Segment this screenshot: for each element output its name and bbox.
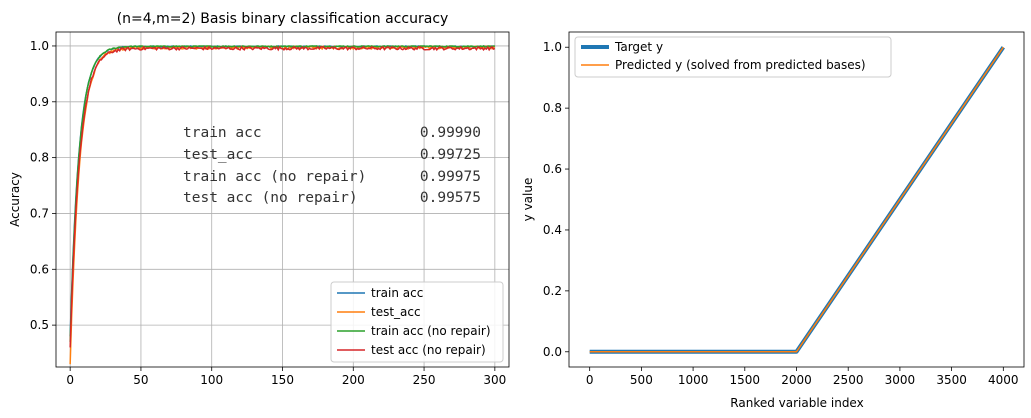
right-series-lines [589,46,1005,354]
left-x-tick-label: 50 [133,373,148,387]
right-legend-box [574,36,892,78]
annotation-label-3: train acc (no repair) [183,169,366,185]
left-legend-box [330,281,504,363]
legend-label-test-acc: test_acc [371,305,421,319]
annotation-value-1: 0.99990 [420,125,481,141]
left-y-tick-label: 1.0 [30,39,49,53]
right-x-tick-label: 3000 [885,373,916,387]
right-x-axis-label: Ranked variable index [730,396,863,410]
accuracy-annotation: train acc 0.99990 test_acc 0.99725 train… [183,125,481,206]
right-legend: Target y Predicted y (solved from predic… [574,36,892,78]
target-y-line [589,46,1005,354]
left-legend: train acc test_acc train acc (no repair)… [330,281,504,363]
legend-label-predicted-y: Predicted y (solved from predicted bases… [615,58,866,72]
right-x-tick-label: 500 [630,373,653,387]
left-x-tick-label: 100 [200,373,223,387]
right-x-tick-label: 1500 [730,373,761,387]
right-y-axis-label: y value [521,178,535,222]
left-x-tick-label: 300 [483,373,506,387]
legend-label-test-acc-no-repair: test acc (no repair) [371,343,486,357]
left-y-tick-label: 0.7 [30,206,49,220]
annotation-label-2: test_acc [183,147,253,163]
left-y-ticks: 0.5 0.6 0.7 0.8 0.9 1.0 [30,39,56,332]
annotation-value-4: 0.99575 [420,190,481,206]
annotation-label-1: train acc [183,125,262,141]
right-y-tick-label: 0.0 [543,345,562,359]
left-y-tick-label: 0.8 [30,151,49,165]
right-y-tick-label: 0.8 [543,101,562,115]
right-x-tick-label: 2000 [781,373,812,387]
left-y-tick-label: 0.6 [30,262,49,276]
right-x-tick-label: 0 [586,373,594,387]
right-x-tick-label: 3500 [936,373,967,387]
left-chart-title: (n=4,m=2) Basis binary classification ac… [117,11,449,27]
left-y-tick-label: 0.5 [30,318,49,332]
left-y-axis-label: Accuracy [8,172,22,227]
right-y-tick-label: 0.2 [543,284,562,298]
predicted-y-line [589,46,1004,353]
left-chart: (n=4,m=2) Basis binary classification ac… [8,11,510,387]
left-series-lines [69,44,496,365]
right-y-ticks: 0.0 0.2 0.4 0.6 0.8 1.0 [543,40,569,359]
annotation-value-3: 0.99975 [420,169,481,185]
right-x-ticks: 0 500 1000 1500 2000 2500 3000 3500 4000 [586,367,1019,387]
right-x-tick-label: 4000 [988,373,1019,387]
left-x-ticks: 0 50 100 150 200 250 300 [66,367,506,387]
left-x-tick-label: 200 [342,373,365,387]
right-y-tick-label: 0.4 [543,223,562,237]
right-x-tick-label: 1000 [678,373,709,387]
right-y-tick-label: 0.6 [543,162,562,176]
test-acc-no-repair-line [69,45,496,348]
right-chart: 0 500 1000 1500 2000 2500 3000 3500 4000 0.00.20… [521,31,1025,410]
legend-label-train-acc-no-repair: train acc (no repair) [371,324,491,338]
annotation-value-2: 0.99725 [420,147,481,163]
legend-label-target-y: Target y [614,40,663,54]
left-x-tick-label: 250 [413,373,436,387]
left-y-tick-label: 0.9 [30,95,49,109]
left-x-tick-label: 0 [66,373,74,387]
right-x-tick-label: 2500 [833,373,864,387]
legend-label-train-acc: train acc [371,286,423,300]
right-plot-frame [568,31,1025,368]
left-x-tick-label: 150 [271,373,294,387]
train-acc-no-repair-line [69,45,495,342]
annotation-label-4: test acc (no repair) [183,190,358,206]
right-y-tick-label: 1.0 [543,40,562,54]
